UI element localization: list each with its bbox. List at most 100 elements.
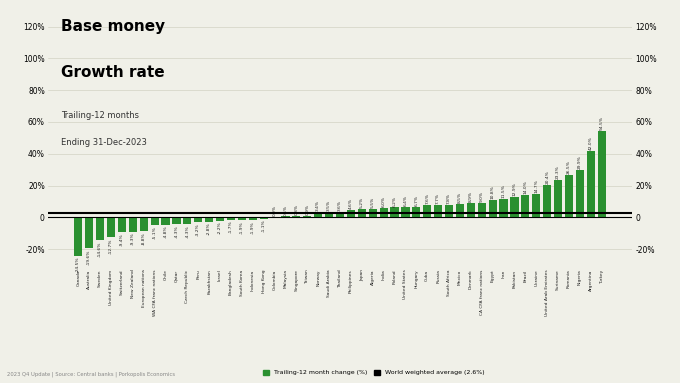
- Text: -4.8%: -4.8%: [163, 226, 167, 238]
- Bar: [183, 217, 191, 224]
- Text: 0.8%: 0.8%: [294, 204, 299, 215]
- Text: -12.7%: -12.7%: [109, 238, 113, 254]
- Text: 8.5%: 8.5%: [458, 192, 462, 203]
- Text: 5.5%: 5.5%: [371, 196, 375, 208]
- Text: 3.4%: 3.4%: [316, 200, 320, 211]
- Bar: [477, 203, 486, 217]
- Bar: [347, 210, 355, 217]
- Bar: [227, 217, 235, 220]
- Text: 42.0%: 42.0%: [589, 136, 593, 150]
- Text: -1.9%: -1.9%: [240, 221, 244, 234]
- Text: -14.6%: -14.6%: [98, 241, 102, 257]
- Bar: [500, 199, 508, 217]
- Bar: [489, 200, 497, 217]
- Bar: [543, 185, 551, 217]
- Bar: [74, 217, 82, 256]
- Text: 6.7%: 6.7%: [414, 195, 418, 206]
- Bar: [401, 207, 409, 217]
- Bar: [96, 217, 104, 241]
- Text: 3.5%: 3.5%: [327, 200, 331, 211]
- Text: 3.6%: 3.6%: [338, 200, 342, 211]
- Text: 7.7%: 7.7%: [436, 193, 440, 204]
- Text: 10.8%: 10.8%: [491, 186, 494, 199]
- Bar: [445, 205, 453, 217]
- Bar: [150, 217, 158, 225]
- Bar: [598, 131, 606, 217]
- Text: -1.9%: -1.9%: [251, 221, 255, 234]
- Bar: [325, 212, 333, 217]
- Bar: [249, 217, 257, 220]
- Text: -1.1%: -1.1%: [262, 220, 266, 232]
- Text: 54.5%: 54.5%: [600, 116, 604, 130]
- Bar: [238, 217, 246, 220]
- Text: -24.5%: -24.5%: [76, 257, 80, 272]
- Bar: [336, 211, 344, 217]
- Text: -4.3%: -4.3%: [186, 225, 189, 237]
- Text: 29.9%: 29.9%: [578, 155, 582, 169]
- Text: Trailing-12 months: Trailing-12 months: [61, 111, 139, 120]
- Text: -2.2%: -2.2%: [218, 222, 222, 234]
- Bar: [139, 217, 148, 231]
- Bar: [260, 217, 268, 219]
- Text: Growth rate: Growth rate: [61, 65, 165, 80]
- Bar: [423, 205, 431, 217]
- Text: 7.6%: 7.6%: [425, 193, 429, 205]
- Bar: [390, 208, 398, 217]
- Text: 26.5%: 26.5%: [567, 160, 571, 174]
- Bar: [358, 209, 366, 217]
- Text: 0.9%: 0.9%: [305, 204, 309, 215]
- Legend: Trailing-12 month change (%), World weighted average (2.6%): Trailing-12 month change (%), World weig…: [260, 367, 488, 378]
- Text: 20.4%: 20.4%: [545, 170, 549, 184]
- Text: 11.5%: 11.5%: [502, 184, 506, 198]
- Bar: [522, 195, 530, 217]
- Bar: [107, 217, 115, 237]
- Bar: [587, 151, 595, 217]
- Bar: [412, 207, 420, 217]
- Text: 14.0%: 14.0%: [524, 180, 528, 194]
- Bar: [466, 203, 475, 217]
- Bar: [314, 212, 322, 217]
- Bar: [434, 205, 442, 217]
- Text: 6.0%: 6.0%: [381, 196, 386, 207]
- Text: -5.1%: -5.1%: [152, 226, 156, 239]
- Bar: [456, 204, 464, 217]
- Text: 9.0%: 9.0%: [480, 191, 483, 202]
- Text: -9.4%: -9.4%: [120, 233, 124, 246]
- Bar: [369, 209, 377, 217]
- Text: 8.9%: 8.9%: [469, 192, 473, 202]
- Bar: [379, 208, 388, 217]
- Bar: [85, 217, 93, 249]
- Bar: [205, 217, 214, 222]
- Bar: [161, 217, 169, 225]
- Bar: [129, 217, 137, 232]
- Bar: [303, 216, 311, 217]
- Text: 2023 Q4 Update | Source: Central banks | Porkopolis Economics: 2023 Q4 Update | Source: Central banks |…: [7, 372, 175, 377]
- Text: 14.7%: 14.7%: [534, 179, 539, 193]
- Bar: [216, 217, 224, 221]
- Text: -19.6%: -19.6%: [87, 249, 91, 265]
- Text: 0.0%: 0.0%: [273, 206, 277, 216]
- Bar: [565, 175, 573, 217]
- Bar: [172, 217, 180, 224]
- Bar: [194, 217, 203, 223]
- Text: -9.3%: -9.3%: [131, 233, 135, 246]
- Text: 5.2%: 5.2%: [360, 197, 364, 208]
- Text: 0.6%: 0.6%: [284, 205, 288, 216]
- Text: -3.2%: -3.2%: [197, 223, 200, 236]
- Text: -2.8%: -2.8%: [207, 223, 211, 235]
- Text: 23.3%: 23.3%: [556, 166, 560, 180]
- Bar: [554, 180, 562, 217]
- Text: -1.7%: -1.7%: [229, 221, 233, 233]
- Text: 7.8%: 7.8%: [447, 193, 451, 204]
- Text: 6.4%: 6.4%: [403, 195, 407, 206]
- Text: 6.2%: 6.2%: [392, 196, 396, 207]
- Text: Ending 31-Dec-2023: Ending 31-Dec-2023: [61, 138, 147, 147]
- Text: -8.8%: -8.8%: [141, 232, 146, 245]
- Text: Base money: Base money: [61, 19, 165, 34]
- Bar: [576, 170, 584, 217]
- Text: 12.9%: 12.9%: [513, 182, 517, 196]
- Bar: [282, 216, 290, 217]
- Text: -4.3%: -4.3%: [174, 225, 178, 237]
- Text: 4.6%: 4.6%: [349, 198, 353, 209]
- Bar: [118, 217, 126, 232]
